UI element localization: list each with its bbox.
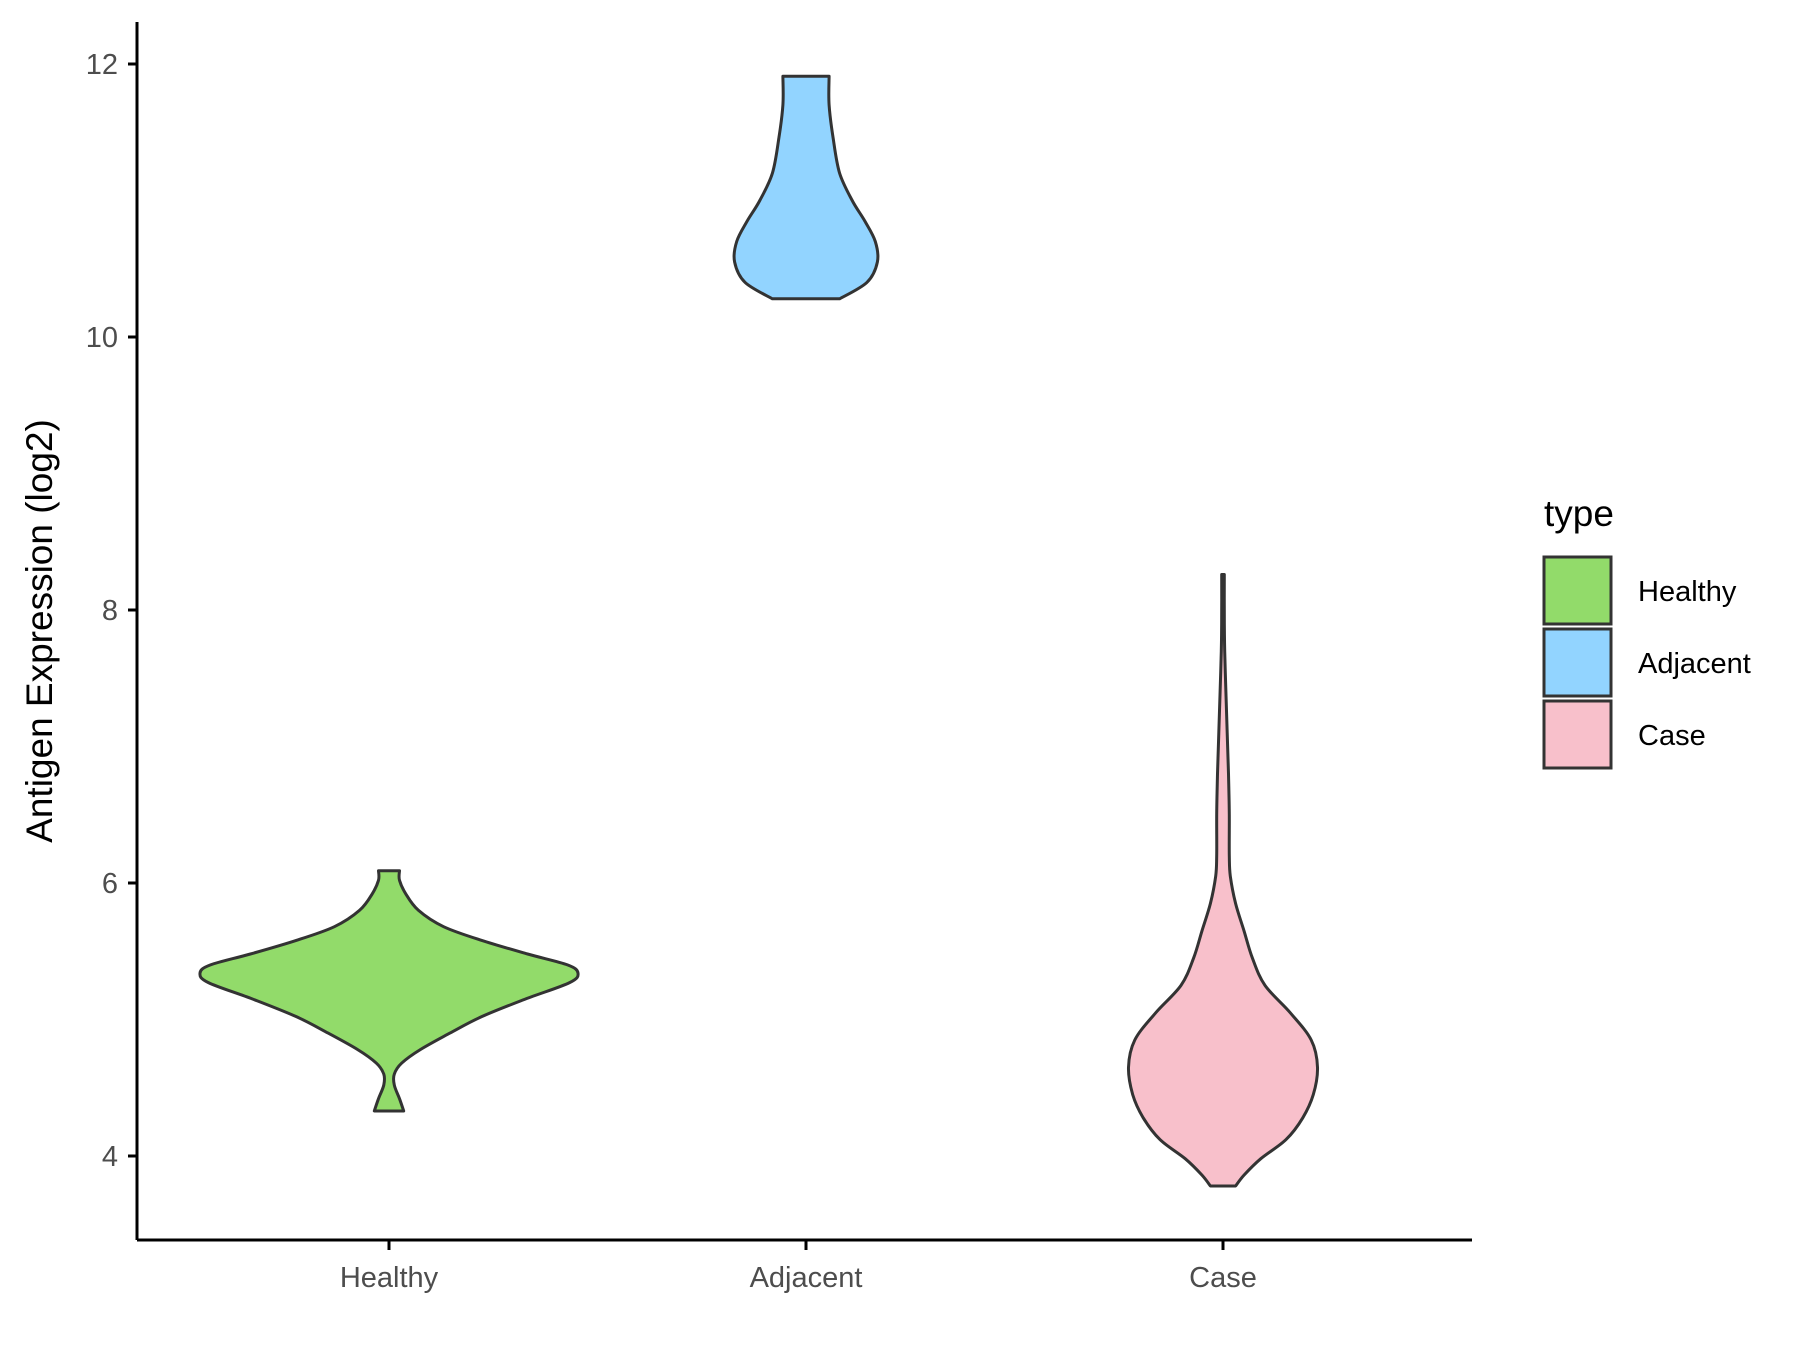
violin-healthy [198, 869, 580, 1113]
x-tick-label: Case [1189, 1262, 1257, 1294]
y-tick-label: 12 [86, 49, 118, 81]
y-tick-label: 4 [102, 1141, 118, 1173]
plot-area [198, 74, 1320, 1188]
legend-title: type [1544, 493, 1614, 534]
legend-key-healthy [1542, 555, 1613, 626]
axes: 4 6 8 10 12 Healthy Adjacent Case [86, 22, 1472, 1294]
legend-key-adjacent [1542, 627, 1613, 698]
y-axis-title: Antigen Expression (log2) [19, 419, 60, 843]
legend-key-case [1542, 699, 1613, 770]
y-tick-label: 8 [102, 595, 118, 627]
y-tick-label: 10 [86, 322, 118, 354]
legend-label-case: Case [1638, 720, 1706, 752]
violin-case [1126, 573, 1320, 1188]
legend: type Healthy Adjacent Case [1542, 493, 1751, 770]
x-tick-label: Healthy [340, 1262, 439, 1294]
x-tick-label: Adjacent [750, 1262, 863, 1294]
violin-adjacent [732, 74, 880, 301]
y-tick-label: 6 [102, 868, 118, 900]
legend-label-adjacent: Adjacent [1638, 648, 1751, 680]
legend-label-healthy: Healthy [1638, 576, 1737, 608]
